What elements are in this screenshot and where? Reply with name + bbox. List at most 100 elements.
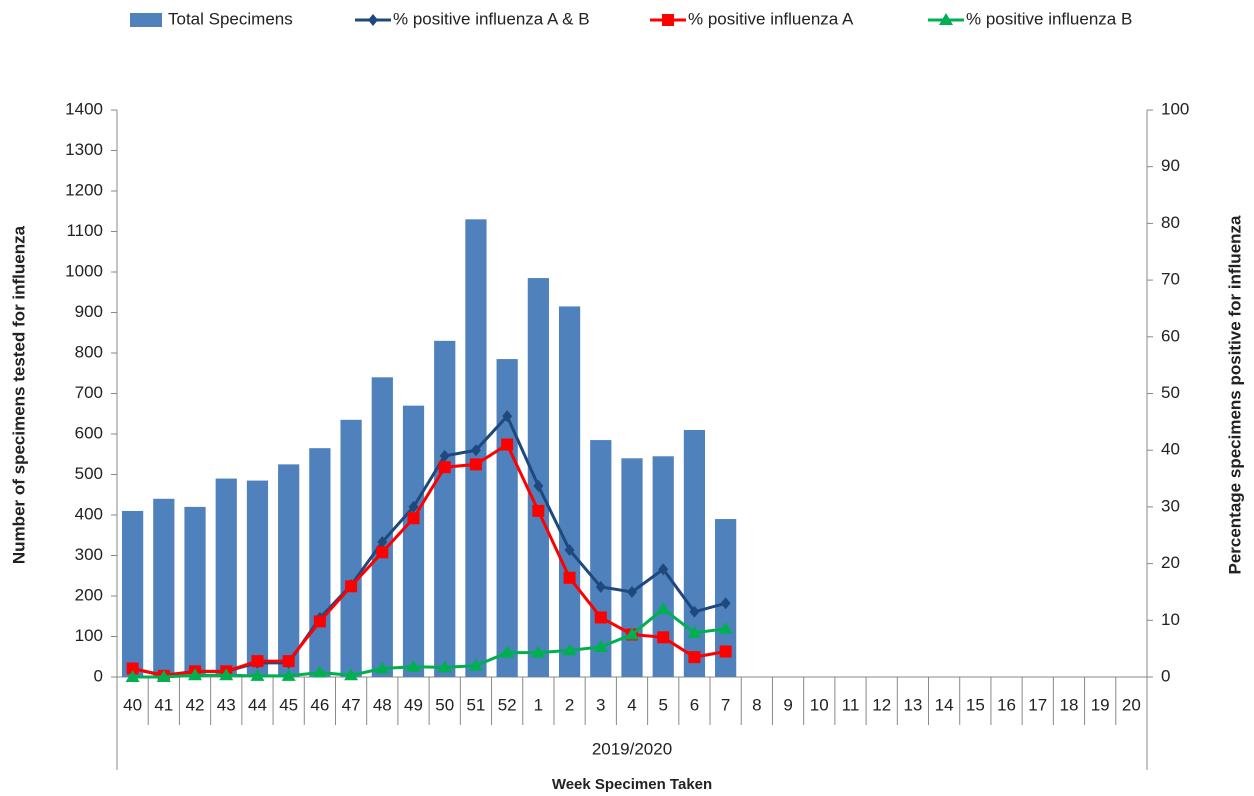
bar xyxy=(184,506,206,677)
point xyxy=(251,655,264,668)
y-tick-label: 1100 xyxy=(66,221,103,240)
x-tick-label: 10 xyxy=(810,695,829,714)
x-tick-label: 50 xyxy=(435,695,454,714)
point xyxy=(313,615,326,628)
point xyxy=(562,643,577,656)
y2-axis-title: Percentage specimens positive for influe… xyxy=(1225,215,1244,575)
x-tick-label: 16 xyxy=(997,695,1016,714)
bar xyxy=(121,510,144,677)
x-axis-title: Week Specimen Taken xyxy=(552,776,712,793)
bar xyxy=(434,340,456,677)
bar xyxy=(309,448,331,677)
legend-label: % positive influenza A & B xyxy=(393,9,590,28)
point xyxy=(533,479,544,492)
point xyxy=(219,668,234,681)
point xyxy=(377,536,388,549)
point xyxy=(375,661,390,674)
y-tick-label: 1300 xyxy=(65,140,103,159)
legend-swatch xyxy=(130,13,162,27)
x-tick-label: 51 xyxy=(466,695,485,714)
bar xyxy=(371,377,393,677)
point xyxy=(502,410,513,423)
bar xyxy=(683,429,706,677)
x-tick-label: 3 xyxy=(596,695,605,714)
x-tick-label: 8 xyxy=(752,695,761,714)
point xyxy=(345,580,358,593)
x-tick-label: 40 xyxy=(123,695,142,714)
y-tick-label: 1200 xyxy=(65,180,103,199)
y-tick-label: 1400 xyxy=(65,99,103,118)
x-tick-label: 47 xyxy=(342,695,361,714)
point xyxy=(408,500,419,513)
point xyxy=(658,563,669,576)
y-tick-label: 0 xyxy=(94,666,103,685)
legend-marker xyxy=(662,14,674,26)
x-tick-label: 15 xyxy=(966,695,985,714)
point xyxy=(406,659,421,672)
x-tick-label: 7 xyxy=(721,695,730,714)
y2-tick-label: 100 xyxy=(1161,99,1189,118)
point xyxy=(593,639,608,652)
point xyxy=(282,655,295,668)
y2-tick-label: 50 xyxy=(1161,383,1180,402)
x-tick-label: 44 xyxy=(248,695,267,714)
point xyxy=(720,597,731,610)
y-tick-label: 200 xyxy=(75,585,103,604)
y-tick-label: 500 xyxy=(75,464,103,483)
x-tick-label: 13 xyxy=(903,695,922,714)
bar xyxy=(621,458,643,677)
point xyxy=(719,645,732,658)
point xyxy=(688,651,701,664)
point xyxy=(312,665,327,678)
point xyxy=(469,458,482,471)
y-tick-label: 400 xyxy=(75,504,103,523)
x-tick-label: 19 xyxy=(1091,695,1110,714)
point xyxy=(344,668,359,681)
legend-label: Total Specimens xyxy=(168,9,293,28)
point xyxy=(625,627,639,640)
x-tick-label: 41 xyxy=(154,695,173,714)
x-tick-label: 9 xyxy=(783,695,792,714)
x-tick-label: 42 xyxy=(186,695,205,714)
bar xyxy=(278,464,300,677)
x-tick-label: 11 xyxy=(842,695,860,714)
y2-tick-label: 0 xyxy=(1161,666,1170,685)
point xyxy=(500,645,515,658)
bar xyxy=(215,478,237,677)
point xyxy=(718,621,733,634)
x-tick-label: 46 xyxy=(310,695,329,714)
bar xyxy=(153,498,175,677)
point xyxy=(437,660,452,673)
x-tick-label: 49 xyxy=(404,695,423,714)
point xyxy=(687,625,702,638)
y2-tick-label: 30 xyxy=(1161,496,1180,515)
point xyxy=(376,546,389,559)
y-tick-label: 700 xyxy=(75,383,103,402)
point xyxy=(595,580,606,593)
x-tick-label: 52 xyxy=(498,695,517,714)
point xyxy=(407,512,420,525)
y-tick-label: 100 xyxy=(75,626,103,645)
point xyxy=(563,571,576,584)
y-tick-label: 800 xyxy=(75,342,103,361)
y2-tick-label: 90 xyxy=(1161,156,1180,175)
x-tick-label: 48 xyxy=(373,695,392,714)
point xyxy=(564,543,575,556)
x-tick-label: 4 xyxy=(627,695,636,714)
y2-tick-label: 20 xyxy=(1161,553,1180,572)
x-tick-label: 17 xyxy=(1028,695,1047,714)
point xyxy=(126,662,139,675)
x-tick-label: 14 xyxy=(935,695,954,714)
y2-tick-label: 70 xyxy=(1161,270,1180,289)
legend-label: % positive influenza A xyxy=(688,9,854,28)
point xyxy=(281,668,296,681)
x-tick-label: 6 xyxy=(690,695,699,714)
point xyxy=(531,645,546,658)
bar xyxy=(496,359,518,677)
legend-marker xyxy=(939,13,953,25)
y-tick-label: 300 xyxy=(75,545,103,564)
y-tick-label: 600 xyxy=(75,423,103,442)
bar xyxy=(527,278,549,677)
y-axis-title: Number of specimens tested for influenza xyxy=(9,225,28,564)
bar xyxy=(340,419,362,677)
